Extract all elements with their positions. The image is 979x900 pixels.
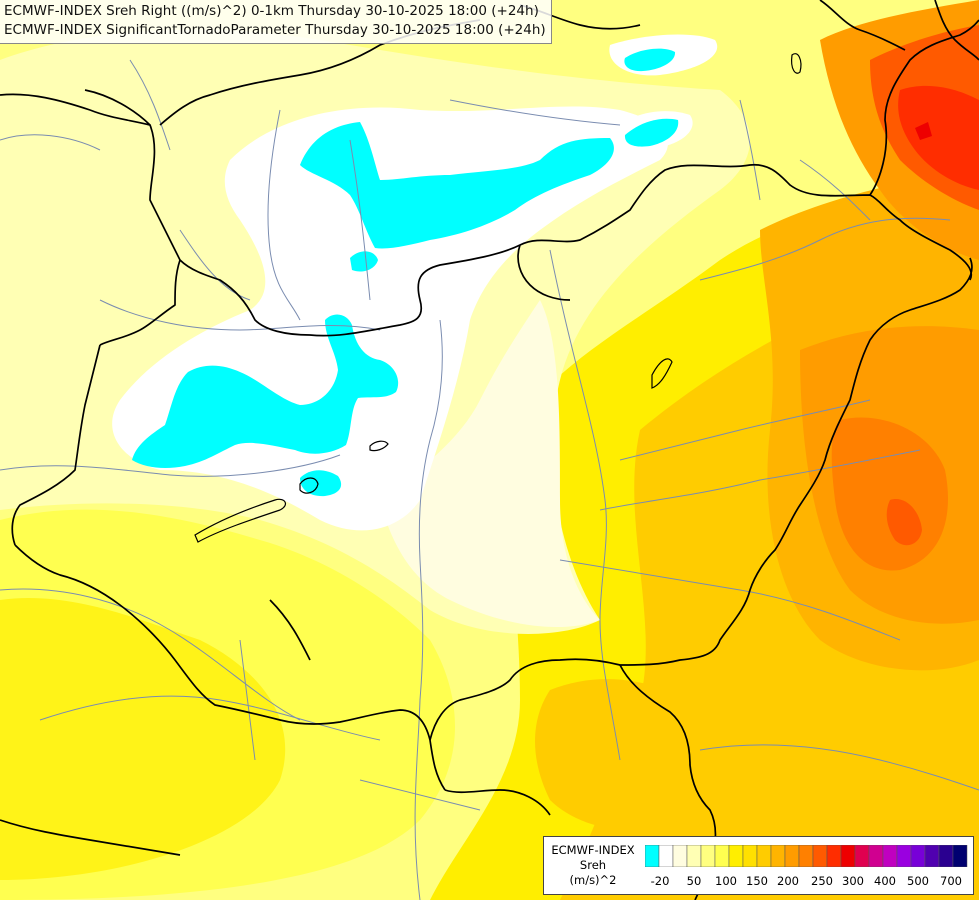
color-legend: ECMWF-INDEX Sreh (m/s)^2 -20 50 100 150 200 2…	[543, 836, 974, 895]
title-line-sreh: ECMWF-INDEX Sreh Right ((m/s)^2) 0-1km T…	[4, 3, 539, 19]
legend-tick-label: 500	[907, 874, 929, 888]
legend-swatch	[700, 845, 716, 867]
legend-color-scale	[645, 845, 968, 867]
legend-swatch	[896, 845, 912, 867]
legend-swatch	[658, 845, 674, 867]
legend-label-source: ECMWF-INDEX	[551, 843, 635, 857]
legend-swatch	[714, 845, 730, 867]
legend-swatch	[742, 845, 758, 867]
legend-tick-label: 100	[715, 874, 737, 888]
legend-swatch	[938, 845, 954, 867]
legend-swatch	[924, 845, 940, 867]
shading-orange-east	[535, 0, 979, 831]
legend-tick-label: 300	[842, 874, 864, 888]
shading-cyan-negative	[132, 48, 679, 497]
legend-swatch	[854, 845, 870, 867]
legend-label-unit: (m/s)^2	[569, 873, 617, 887]
legend-swatch	[868, 845, 884, 867]
legend-tick-label: 50	[686, 874, 702, 888]
legend-swatch	[756, 845, 772, 867]
legend-swatch	[910, 845, 926, 867]
legend-swatch	[812, 845, 828, 867]
legend-label-param: Sreh	[579, 858, 607, 872]
legend-label: ECMWF-INDEX Sreh (m/s)^2	[544, 843, 642, 888]
title-line-stp: ECMWF-INDEX SignificantTornadoParameter …	[4, 22, 546, 38]
legend-tick-label: 400	[874, 874, 896, 888]
legend-tick-label: 250	[811, 874, 833, 888]
legend-swatch	[882, 845, 898, 867]
legend-swatch	[798, 845, 814, 867]
legend-swatch	[840, 845, 856, 867]
legend-swatch	[686, 845, 702, 867]
legend-swatch	[784, 845, 800, 867]
legend-swatch	[770, 845, 786, 867]
legend-tick-labels: -20 50 100 150 200 250 300 400 500 700	[645, 874, 970, 890]
legend-swatch	[728, 845, 744, 867]
legend-swatch	[826, 845, 842, 867]
legend-swatch	[952, 845, 968, 867]
legend-swatch	[645, 845, 660, 867]
legend-tick-label: 200	[777, 874, 799, 888]
map-title-box: ECMWF-INDEX Sreh Right ((m/s)^2) 0-1km T…	[0, 0, 552, 44]
lake-outlines	[194, 53, 802, 543]
river-lines	[0, 59, 979, 900]
legend-tick-label: -20	[650, 874, 670, 888]
legend-swatch	[672, 845, 688, 867]
legend-tick-label: 700	[940, 874, 962, 888]
legend-tick-label: 150	[746, 874, 768, 888]
